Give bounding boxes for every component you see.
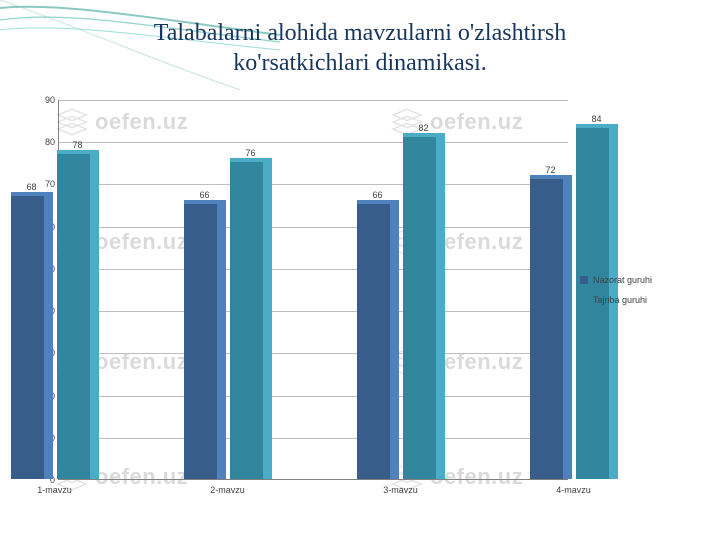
bar-value-label: 84 bbox=[591, 114, 601, 124]
grid-line bbox=[59, 311, 568, 312]
bar-value-label: 76 bbox=[245, 148, 255, 158]
legend-swatch bbox=[580, 296, 588, 304]
x-tick-label: 2-mavzu bbox=[210, 485, 245, 495]
title-line-2: ko'rsatkichlari dinamikasi. bbox=[233, 50, 487, 76]
bar-value-label: 68 bbox=[26, 182, 36, 192]
grid-line bbox=[59, 269, 568, 270]
legend-swatch bbox=[580, 276, 588, 284]
bar: 82 bbox=[403, 133, 445, 479]
grid-line bbox=[59, 100, 568, 101]
y-tick-label: 70 bbox=[35, 179, 55, 189]
bar-value-label: 72 bbox=[545, 165, 555, 175]
plot-area: 010203040506070809068781-mavzu66762-mavz… bbox=[58, 100, 568, 480]
x-tick-label: 4-mavzu bbox=[556, 485, 591, 495]
legend-label: Nazorat guruhi bbox=[593, 275, 652, 285]
page-title: Talabalarni alohida mavzularni o'zlashti… bbox=[0, 18, 720, 78]
grid-line bbox=[59, 184, 568, 185]
bar-chart: 010203040506070809068781-mavzu66762-mavz… bbox=[30, 100, 690, 520]
bar: 66 bbox=[357, 200, 399, 479]
y-tick-label: 90 bbox=[35, 95, 55, 105]
grid-line bbox=[59, 227, 568, 228]
bar-value-label: 66 bbox=[199, 190, 209, 200]
legend: Nazorat guruhi Tajriba guruhi bbox=[580, 265, 690, 315]
slide: oefen.uz oefen.uz oefen.uz oefen.uz bbox=[0, 0, 720, 540]
grid-line bbox=[59, 142, 568, 143]
legend-item: Nazorat guruhi bbox=[580, 275, 690, 285]
bar: 72 bbox=[530, 175, 572, 479]
bar: 68 bbox=[11, 192, 53, 479]
bar-value-label: 82 bbox=[418, 123, 428, 133]
bar: 76 bbox=[230, 158, 272, 479]
bar-value-label: 66 bbox=[372, 190, 382, 200]
grid-line bbox=[59, 353, 568, 354]
x-tick-label: 3-mavzu bbox=[383, 485, 418, 495]
legend-item: Tajriba guruhi bbox=[580, 295, 690, 305]
grid-line bbox=[59, 438, 568, 439]
bar: 66 bbox=[184, 200, 226, 479]
x-tick-label: 1-mavzu bbox=[37, 485, 72, 495]
bar-value-label: 78 bbox=[72, 140, 82, 150]
y-tick-label: 80 bbox=[35, 137, 55, 147]
legend-label: Tajriba guruhi bbox=[593, 295, 647, 305]
bar: 78 bbox=[57, 150, 99, 479]
title-line-1: Talabalarni alohida mavzularni o'zlashti… bbox=[154, 20, 567, 46]
grid-line bbox=[59, 396, 568, 397]
